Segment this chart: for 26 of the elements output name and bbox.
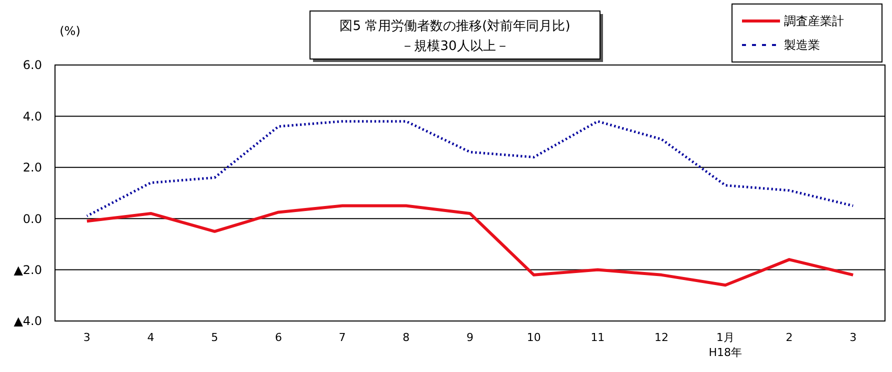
y-tick-label: ▲2.0 bbox=[14, 263, 42, 277]
line-series bbox=[86, 120, 854, 218]
x-tick-label: 5 bbox=[211, 331, 218, 344]
y-tick-label: 4.0 bbox=[22, 109, 42, 124]
y-tick-label: 6.0 bbox=[22, 58, 42, 72]
x-tick-label: 6 bbox=[274, 331, 282, 344]
y-tick-label: 0.0 bbox=[22, 212, 42, 226]
y-tick-label: ▲4.0 bbox=[14, 314, 42, 328]
x-tick-label: 1月 H18年 bbox=[708, 331, 742, 359]
chart-title: 図5 常用労働者数の推移(対前年同月比) bbox=[340, 18, 570, 34]
x-tick-label: 3 bbox=[850, 331, 857, 344]
x-tick-label: 8 bbox=[402, 331, 410, 344]
x-tick-label: 2 bbox=[786, 331, 793, 344]
chart-subtitle: －規模30人以上－ bbox=[401, 39, 509, 54]
legend-label: 調査産業計 bbox=[784, 14, 844, 28]
legend-label: 製造業 bbox=[784, 38, 820, 52]
x-tick-label: 10 bbox=[526, 331, 541, 344]
x-tick-label: 7 bbox=[338, 331, 346, 344]
x-tick-label: 12 bbox=[654, 331, 669, 344]
y-axis-title: (%) bbox=[60, 24, 80, 38]
x-tick-label: 11 bbox=[590, 331, 605, 344]
y-tick-label: 2.0 bbox=[22, 160, 42, 175]
x-tick-label: 3 bbox=[83, 331, 90, 344]
x-tick-label: 4 bbox=[147, 331, 154, 344]
line-series bbox=[85, 204, 855, 287]
x-tick-label: 9 bbox=[466, 331, 474, 344]
